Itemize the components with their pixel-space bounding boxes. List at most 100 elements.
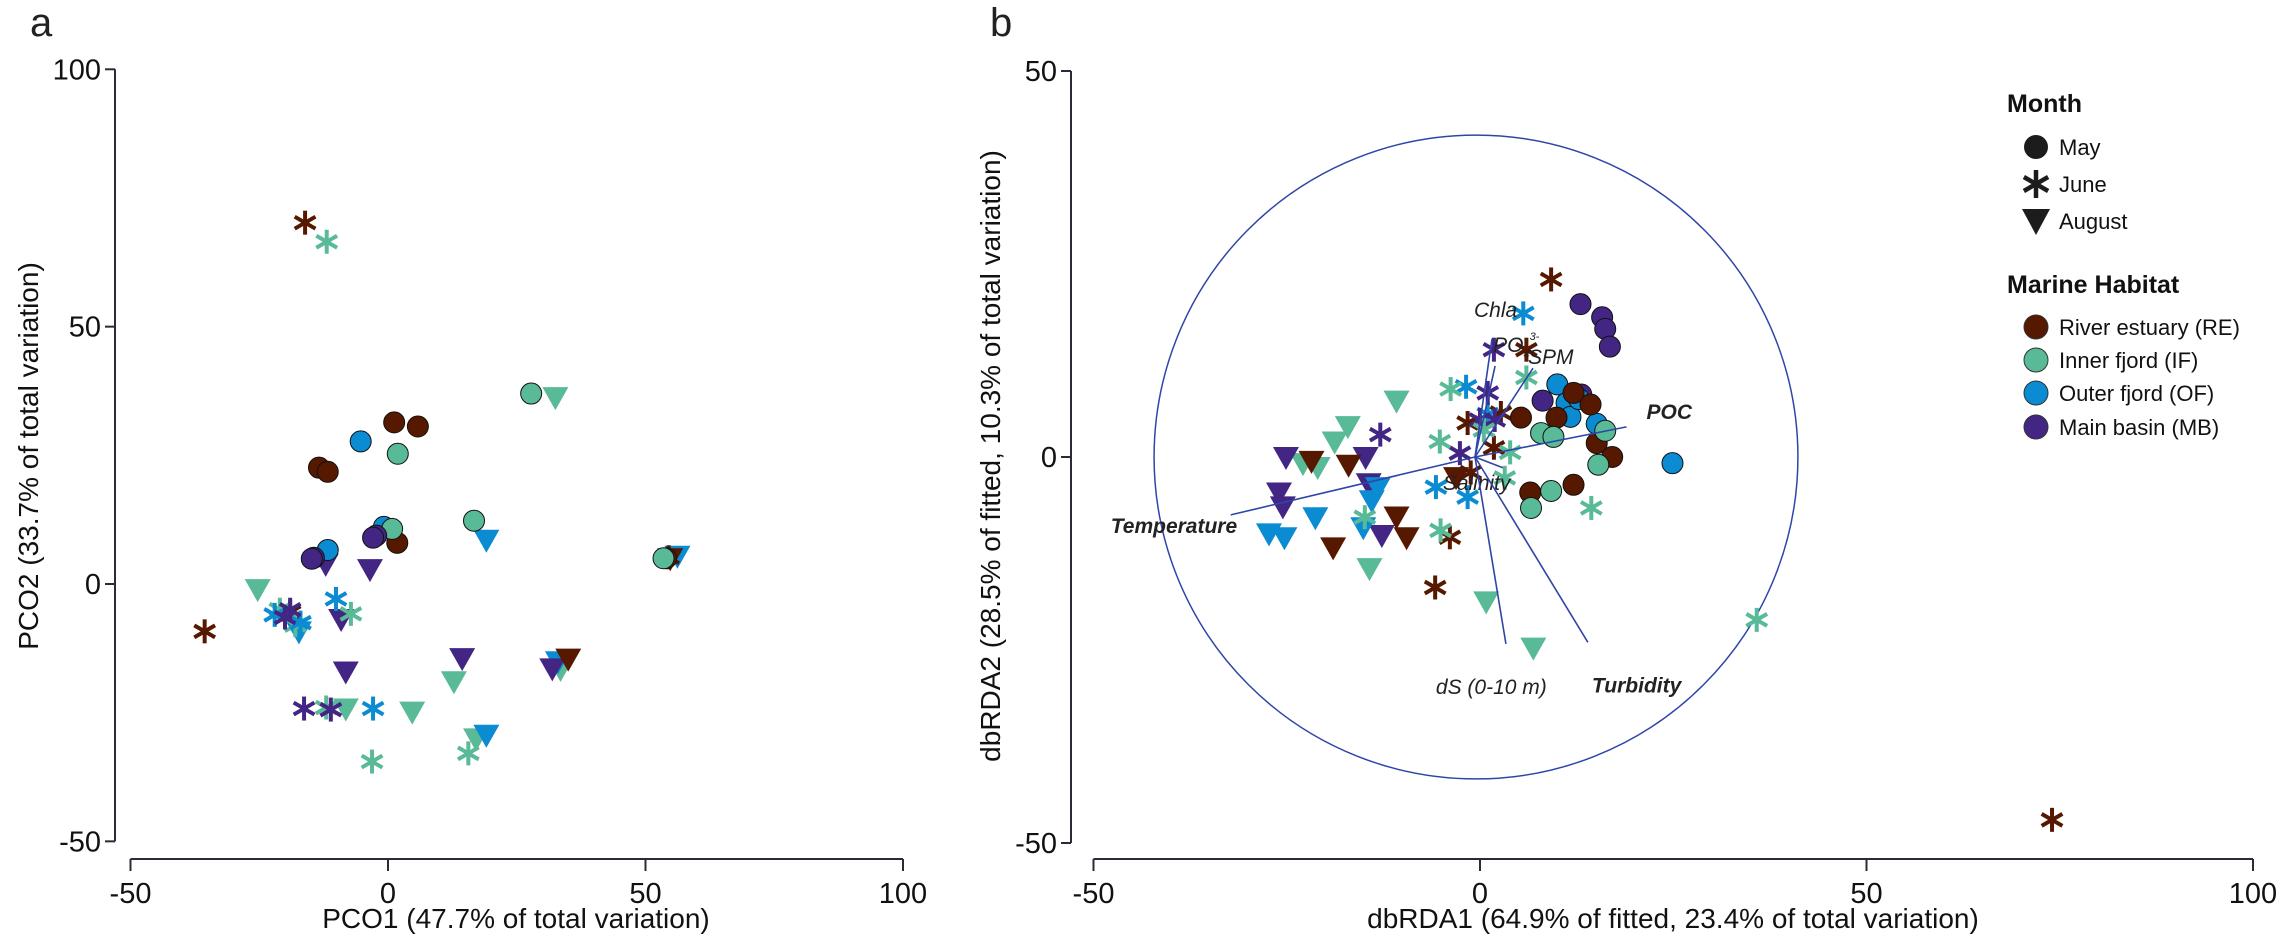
legend-label: June xyxy=(2059,172,2107,197)
panel-label-b: b xyxy=(990,1,1012,45)
asterisk-stroke xyxy=(1745,612,1769,628)
asterisk-stroke xyxy=(2040,812,2064,828)
point-june-if xyxy=(315,229,339,254)
vector-ds-0-10-m- xyxy=(1474,456,1507,644)
asterisk-stroke xyxy=(1476,385,1500,401)
asterisk-stroke xyxy=(289,614,312,631)
point-june-of xyxy=(1424,475,1448,500)
axes: -50 0 50 100 -50 0 50 100 xyxy=(53,54,928,910)
vector-label: Turbidity xyxy=(1592,674,1683,697)
point-august-mb xyxy=(356,559,383,583)
legend-item-re: River estuary (RE) xyxy=(2023,314,2240,340)
point-may-mb xyxy=(362,526,385,549)
x-tick-label: -50 xyxy=(110,878,152,910)
vector-label-sub: 4 xyxy=(1523,349,1529,361)
asterisk-stroke xyxy=(361,700,385,717)
x-tick-label: 50 xyxy=(629,878,661,910)
point-august-re xyxy=(1298,450,1325,474)
point-august-mb xyxy=(449,648,476,672)
point-august-if xyxy=(1356,558,1383,582)
asterisk-stroke xyxy=(1514,341,1538,358)
point-august-re xyxy=(1443,467,1470,491)
asterisk-stroke xyxy=(1511,305,1535,322)
legend: Month Marine Habitat May June August River … xyxy=(2007,90,2240,440)
x-tick-label: 0 xyxy=(1472,878,1488,910)
legend-item-of: Outer fjord (OF) xyxy=(2023,380,2214,406)
point-june-if xyxy=(456,741,480,766)
asterisk-stroke xyxy=(1482,341,1506,358)
point-may-re xyxy=(1562,381,1585,404)
asterisk-icon xyxy=(2022,170,2050,198)
point-may-mb xyxy=(300,547,323,570)
asterisk-stroke xyxy=(1423,579,1447,596)
y-tick-label: 50 xyxy=(1025,56,1057,88)
point-may-if xyxy=(386,442,409,465)
point-june-re xyxy=(1423,575,1447,600)
point-august-if xyxy=(1520,637,1547,661)
point-may-mb xyxy=(1569,293,1592,316)
vector-label: POC xyxy=(1647,401,1693,424)
axes: -50 0 50 -50 0 50 100 xyxy=(1015,56,2277,910)
asterisk-stroke xyxy=(360,753,384,770)
asterisk-stroke xyxy=(1482,440,1506,456)
point-august-if xyxy=(542,387,569,411)
point-june-if xyxy=(360,749,384,774)
panel-a-pco-plot: a PCO2 (33.7% of total variation) PCO1 (… xyxy=(13,1,927,934)
point-june-if xyxy=(1428,429,1452,454)
habitat-color-icon xyxy=(2023,347,2049,373)
y-tick-label: 0 xyxy=(1041,442,1057,474)
point-june-if xyxy=(1745,607,1769,632)
point-may-of xyxy=(349,430,372,453)
point-june-of xyxy=(1456,485,1480,510)
down-triangle-icon xyxy=(2022,209,2050,235)
point-june-if xyxy=(1429,518,1452,543)
asterisk-stroke xyxy=(456,745,480,762)
asterisk-stroke xyxy=(1439,381,1463,397)
asterisk-stroke xyxy=(1368,426,1392,443)
vector-label: dS (0-10 m) xyxy=(1436,676,1547,699)
legend-item-mb: Main basin (MB) xyxy=(2023,414,2219,440)
asterisk-stroke xyxy=(315,233,339,250)
point-may-if xyxy=(463,509,486,532)
legend-label: Inner fjord (IF) xyxy=(2059,348,2198,373)
legend-item-june: June xyxy=(2022,170,2107,198)
point-june-of xyxy=(361,696,385,721)
asterisk-stroke xyxy=(319,701,343,718)
vector-turbidity xyxy=(1474,456,1589,643)
point-august-if xyxy=(1383,390,1410,414)
x-tick-label: 100 xyxy=(2229,878,2277,910)
point-august-if xyxy=(440,671,467,695)
point-june-re xyxy=(193,619,217,644)
point-may-of xyxy=(1661,452,1684,475)
point-august-of xyxy=(1271,527,1298,551)
legend-label: Outer fjord (OF) xyxy=(2059,381,2214,406)
point-may-mb xyxy=(1598,335,1621,358)
point-may-if xyxy=(1587,453,1610,476)
vector-label: Temperature xyxy=(1111,515,1238,538)
asterisk-stroke xyxy=(292,700,316,717)
point-august-if xyxy=(1321,431,1348,455)
legend-label: August xyxy=(2059,209,2128,234)
point-august-if xyxy=(399,701,426,725)
legend-item-if: Inner fjord (IF) xyxy=(2023,347,2198,373)
point-august-of xyxy=(1364,477,1391,501)
point-june-mb xyxy=(1368,422,1392,447)
point-june-re xyxy=(1514,337,1538,362)
point-may-mb xyxy=(1531,389,1554,412)
asterisk-stroke xyxy=(2022,175,2050,193)
asterisk-stroke xyxy=(263,607,287,623)
point-june-if xyxy=(339,601,363,626)
vector-spm xyxy=(1474,367,1534,458)
point-august-re xyxy=(555,648,582,672)
legend-label: May xyxy=(2059,135,2101,160)
point-june-re xyxy=(293,210,317,235)
point-august-mb xyxy=(1368,524,1395,548)
legend-item-august: August xyxy=(2022,209,2128,235)
y-axis-title-b: dbRDA2 (28.5% of fitted, 10.3% of total … xyxy=(975,150,1006,762)
asterisk-stroke xyxy=(278,602,302,618)
data-points xyxy=(1255,267,2064,832)
point-may-if xyxy=(652,547,675,570)
point-august-re xyxy=(1335,454,1362,478)
